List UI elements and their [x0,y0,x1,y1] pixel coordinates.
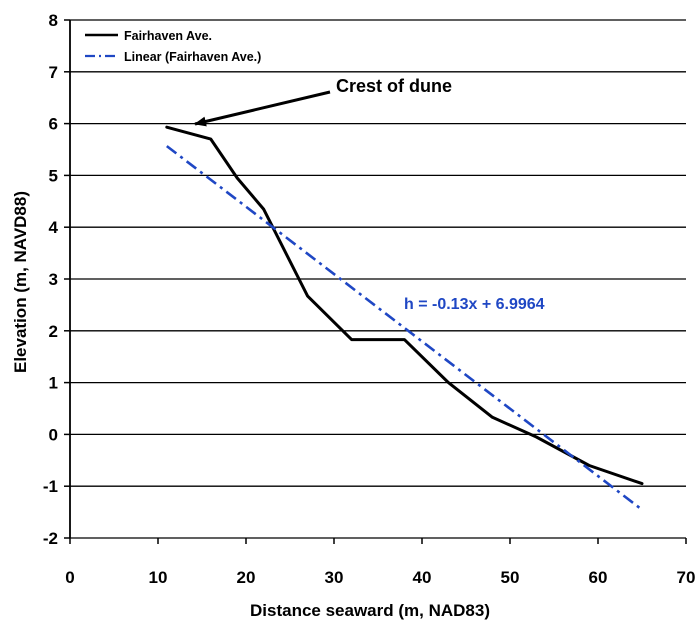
y-tick-label: 5 [49,166,58,185]
x-tick-label: 10 [149,568,168,587]
series-layer [165,125,644,511]
y-tick-label: 0 [49,425,58,444]
y-tick-label: 6 [49,115,58,134]
annotations: Crest of dune h = -0.13x + 6.9964 [194,76,545,313]
crest-of-dune-label: Crest of dune [336,76,452,96]
series-linear-trendline [166,145,643,511]
x-tick-labels: 0 10 20 30 40 50 60 70 [65,568,695,587]
y-tick-label: 3 [49,270,58,289]
x-tick-label: 70 [677,568,696,587]
gridlines [70,19,686,539]
regression-equation-label: h = -0.13x + 6.9964 [404,296,545,313]
y-tick-label: 8 [49,11,58,30]
y-tick-label: 1 [49,374,58,393]
y-tick-label: 4 [49,218,59,237]
x-tick-label: 20 [237,568,256,587]
legend: Fairhaven Ave. Linear (Fairhaven Ave.) [85,29,261,64]
y-tick-label: 2 [49,322,58,341]
y-tick-labels: -2 -1 0 1 2 3 4 5 6 7 8 [43,11,59,548]
y-tick-label: -1 [43,477,58,496]
x-tick-label: 50 [501,568,520,587]
x-axis-title: Distance seaward (m, NAD83) [250,601,490,620]
y-tick-label: 7 [49,63,58,82]
x-tick-label: 30 [325,568,344,587]
x-tick-label: 40 [413,568,432,587]
axes [64,19,687,544]
x-tick-label: 60 [589,568,608,587]
y-axis-title: Elevation (m, NAVD88) [11,191,30,373]
legend-label-linear: Linear (Fairhaven Ave.) [124,50,261,64]
legend-label-fairhaven: Fairhaven Ave. [124,29,212,43]
series-fairhaven-line [165,125,644,486]
x-tick-label: 0 [65,568,74,587]
crest-arrow [194,90,331,127]
y-tick-label: -2 [43,529,58,548]
